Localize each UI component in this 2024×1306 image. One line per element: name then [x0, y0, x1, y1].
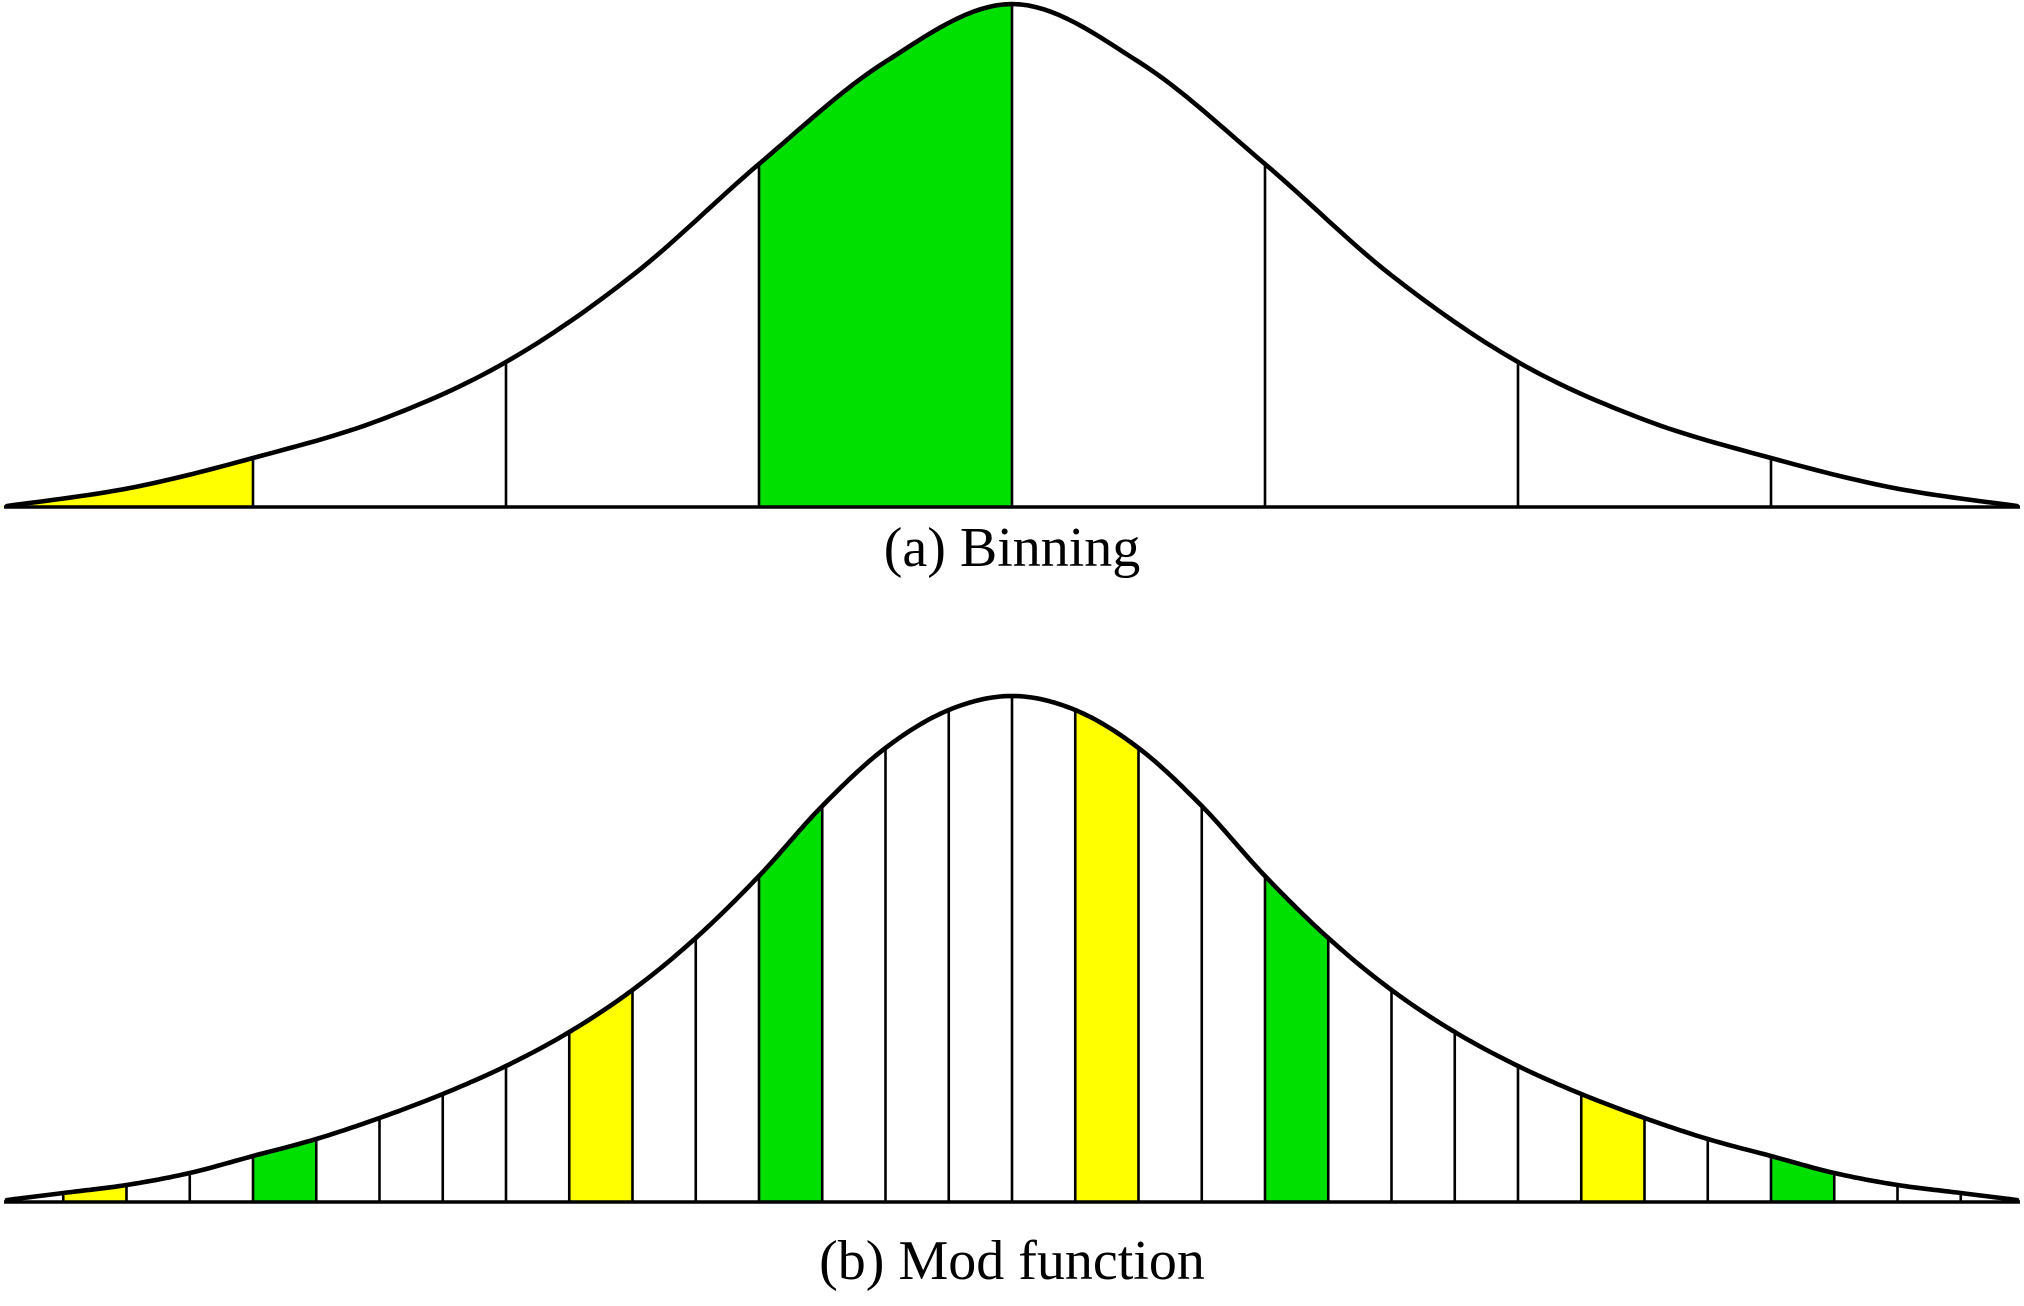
binning-caption: (a) Binning [883, 517, 1141, 579]
mod-function-caption: (b) Mod function [819, 1230, 1205, 1292]
mod-slice-12-green-fill [759, 806, 823, 1202]
binning-slice-0-yellow-fill [0, 458, 253, 507]
mod-slice-28-green-fill [1771, 1156, 1835, 1202]
mod-slice-9-yellow-fill [569, 990, 633, 1202]
mod-slice-4-green-fill [253, 1139, 317, 1202]
binning-slice-3-green-fill [759, 4, 1012, 507]
mod-curve [4, 693, 2020, 1203]
mod-slice-25-yellow-fill [1581, 1094, 1645, 1202]
mod-slice-17-yellow-fill [1075, 710, 1139, 1202]
mod-slice-20-green-fill [1265, 876, 1329, 1202]
binning-curve [4, 1, 2020, 509]
